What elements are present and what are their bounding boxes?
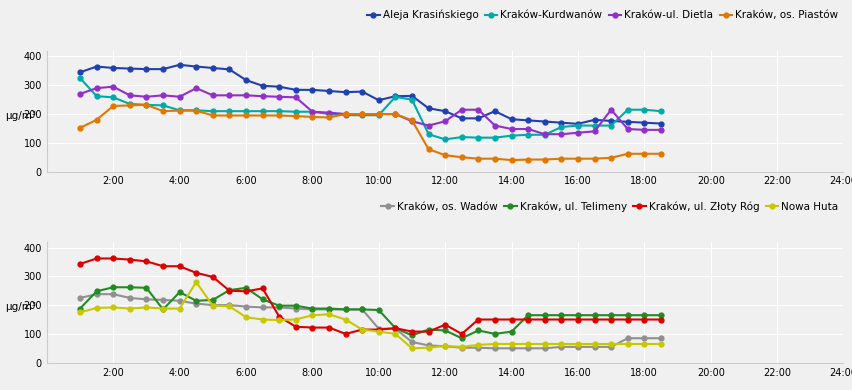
Y-axis label: µg/m³: µg/m³ [5, 111, 37, 121]
Legend: Aleja Krasińskiego, Kraków-Kurdwanów, Kraków-ul. Dietla, Kraków, os. Piastów: Aleja Krasińskiego, Kraków-Kurdwanów, Kr… [367, 10, 838, 20]
Y-axis label: µg/m³: µg/m³ [5, 302, 37, 312]
Legend: Kraków, os. Wadów, Kraków, ul. Telimeny, Kraków, ul. Złoty Róg, Nowa Huta: Kraków, os. Wadów, Kraków, ul. Telimeny,… [382, 201, 838, 211]
